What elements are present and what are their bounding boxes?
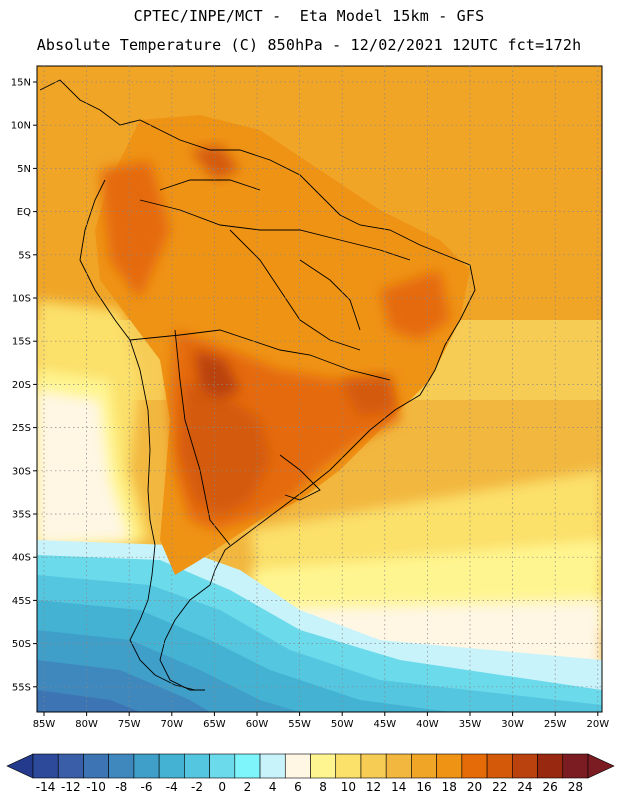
colorbar-label: 2 <box>244 780 252 794</box>
lat-tick-label: 15S <box>12 337 31 348</box>
colorbar-label: 4 <box>269 780 277 794</box>
colorbar-swatch <box>57 753 84 779</box>
colorbar-swatch <box>259 753 286 779</box>
colorbar-swatch <box>335 753 362 779</box>
colorbar-label: -12 <box>61 780 81 794</box>
colorbar-label: 16 <box>416 780 431 794</box>
colorbar-label: 20 <box>467 780 482 794</box>
colorbar-swatch <box>385 753 412 779</box>
colorbar-label: 26 <box>543 780 558 794</box>
latitude-labels: 15N 10N 5N EQ 5S 10S 15S 20S 25S 30S 35S 40S 45S 50S 5… <box>11 78 37 693</box>
lon-tick-label: 30W <box>501 719 524 730</box>
lat-tick-label: 45S <box>12 596 31 607</box>
lon-tick-label: 70W <box>160 719 183 730</box>
colorbar-label: 6 <box>294 780 302 794</box>
lon-tick-label: 35W <box>459 719 482 730</box>
colorbar-label: -10 <box>86 780 106 794</box>
colorbar-label: -8 <box>115 780 127 794</box>
lat-tick-label: 35S <box>12 510 31 521</box>
colorbar-label: 10 <box>341 780 356 794</box>
colorbar-label: -4 <box>166 780 178 794</box>
colorbar-swatch <box>158 753 185 779</box>
lat-tick-label: 30S <box>12 466 31 477</box>
temperature-field <box>37 66 602 712</box>
lon-tick-label: 20W <box>586 719 609 730</box>
colorbar-label: 8 <box>319 780 327 794</box>
lat-tick-label: 20S <box>12 380 31 391</box>
colorbar-labels: -14 -12 -10 -8 -6 -4 -2 0 2 4 6 8 10 12 14 16 18 20 22 24 26… <box>36 780 583 794</box>
colorbar-label: 12 <box>366 780 381 794</box>
lon-tick-label: 65W <box>203 719 226 730</box>
colorbar-swatch <box>234 753 261 779</box>
colorbar-label: 14 <box>391 780 406 794</box>
longitude-labels: 85W 80W 75W 70W 65W 60W 55W 50W 45W 40W 35W 30W 25W 2… <box>33 712 609 730</box>
map-frame <box>36 65 603 713</box>
colorbar-label: -14 <box>36 780 56 794</box>
colorbar-swatch <box>411 753 437 779</box>
colorbar-swatch <box>184 753 210 779</box>
chart-title-line1: CPTEC/INPE/MCT - Eta Model 15km - GFS <box>133 7 485 25</box>
colorbar-swatch <box>310 753 337 779</box>
colorbar-low-arrow <box>6 753 34 779</box>
lat-tick-label: 5S <box>18 250 31 261</box>
colorbar-label: 0 <box>218 780 226 794</box>
colorbar-swatch <box>436 753 463 779</box>
colorbar-swatch <box>461 753 488 779</box>
colorbar-label: 22 <box>492 780 507 794</box>
lat-tick-label: EQ <box>17 207 31 218</box>
lat-tick-label: 15N <box>11 78 31 89</box>
lat-tick-label: 10N <box>11 121 31 132</box>
colorbar-swatch <box>512 753 538 779</box>
lon-tick-label: 60W <box>246 719 269 730</box>
colorbar-swatch <box>83 753 109 779</box>
colorbar-swatch <box>108 753 135 779</box>
lon-tick-label: 55W <box>288 719 311 730</box>
lat-tick-label: 10S <box>12 294 31 305</box>
lon-tick-label: 25W <box>544 719 567 730</box>
coastlines <box>39 79 476 691</box>
lat-tick-label: 55S <box>12 682 31 693</box>
colorbar-label: -2 <box>191 780 203 794</box>
lon-tick-label: 80W <box>75 719 98 730</box>
colorbar-label: -6 <box>141 780 153 794</box>
colorbar-high-arrow <box>587 753 615 779</box>
colorbar-label: 18 <box>442 780 457 794</box>
colorbar-swatch <box>209 753 236 779</box>
colorbar-swatch <box>562 753 589 779</box>
lon-tick-label: 40W <box>416 719 439 730</box>
colorbar-label: 28 <box>568 780 583 794</box>
lon-tick-label: 50W <box>331 719 354 730</box>
lon-tick-label: 45W <box>373 719 396 730</box>
colorbar-swatch <box>133 753 160 779</box>
lat-tick-label: 25S <box>12 423 31 434</box>
lat-tick-label: 40S <box>12 553 31 564</box>
colorbar-label: 24 <box>517 780 532 794</box>
colorbar-swatch <box>537 753 564 779</box>
colorbar-swatch <box>486 753 513 779</box>
lon-tick-label: 75W <box>118 719 141 730</box>
colorbar-swatch <box>32 753 59 779</box>
colorbar-swatch <box>284 753 311 779</box>
colorbar <box>6 753 615 779</box>
colorbar-swatch <box>360 753 387 779</box>
lon-tick-label: 85W <box>33 719 56 730</box>
lat-tick-label: 5N <box>17 164 31 175</box>
chart-title-line2: Absolute Temperature (C) 850hPa - 12/02/… <box>36 36 582 54</box>
lat-tick-label: 50S <box>12 639 31 650</box>
